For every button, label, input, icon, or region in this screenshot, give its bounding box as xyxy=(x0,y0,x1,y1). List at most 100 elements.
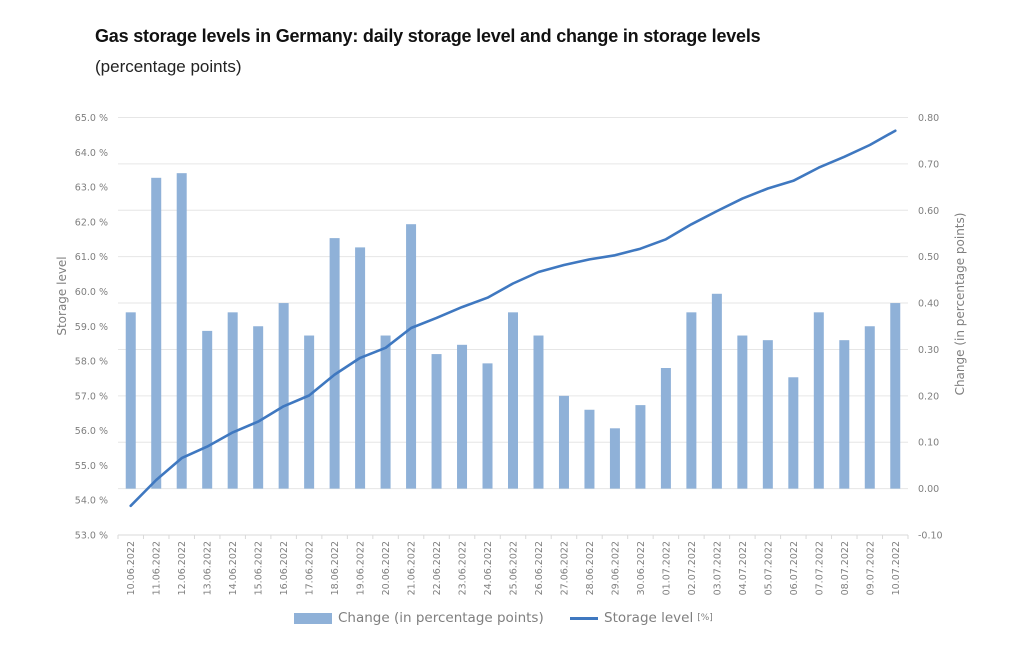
x-tick-label: 10.06.2022 xyxy=(126,541,137,595)
x-tick-label: 09.07.2022 xyxy=(865,541,876,595)
x-tick-label: 01.07.2022 xyxy=(661,541,672,595)
bar-change xyxy=(380,335,391,489)
bar-change xyxy=(482,363,493,489)
x-tick-label: 15.06.2022 xyxy=(254,541,265,595)
left-tick-label: 53.0 % xyxy=(75,531,108,542)
left-tick-label: 54.0 % xyxy=(75,496,108,507)
bar-change xyxy=(533,335,544,489)
x-tick-label: 13.06.2022 xyxy=(203,541,214,595)
bar-series xyxy=(125,173,901,489)
bar-change xyxy=(635,405,646,489)
left-tick-label: 56.0 % xyxy=(75,426,108,437)
right-tick-label: 0.80 xyxy=(918,113,939,124)
x-tick-label: 16.06.2022 xyxy=(279,541,290,595)
bar-change xyxy=(660,368,671,489)
left-tick-label: 55.0 % xyxy=(75,461,108,472)
x-tick-label: 10.07.2022 xyxy=(891,541,902,595)
bar-change xyxy=(431,354,442,489)
x-tick-label: 14.06.2022 xyxy=(228,541,239,595)
x-tick-label: 27.06.2022 xyxy=(559,541,570,595)
bar-change xyxy=(227,312,238,489)
bar-change xyxy=(813,312,824,489)
bar-change xyxy=(788,377,799,489)
bar-change xyxy=(457,344,468,489)
x-tick-label: 03.07.2022 xyxy=(712,541,723,595)
left-axis: 53.0 % 54.0 % 55.0 % 56.0 % 57.0 % 58.0 % 59.0… xyxy=(75,113,108,542)
bar-change xyxy=(304,335,315,489)
x-tick-label: 26.06.2022 xyxy=(534,541,545,595)
line-series xyxy=(129,129,897,508)
right-axis: -0.10 0.00 0.10 0.20 0.30 0.40 0.50 0.60 0.70 0.8… xyxy=(918,113,943,542)
left-tick-label: 63.0 % xyxy=(75,183,108,194)
x-tick-label: 08.07.2022 xyxy=(840,541,851,595)
x-tick-label: 28.06.2022 xyxy=(585,541,596,595)
right-tick-label: 0.00 xyxy=(918,484,939,495)
right-tick-label: 0.20 xyxy=(918,391,939,402)
bar-change xyxy=(890,303,901,489)
x-tick-label: 24.06.2022 xyxy=(483,541,494,595)
x-tick-label: 29.06.2022 xyxy=(610,541,621,595)
bar-change xyxy=(711,293,722,489)
legend-item-storage: Storage level [%] xyxy=(570,610,713,626)
x-tick-label: 04.07.2022 xyxy=(738,541,749,595)
legend-label-storage: Storage level xyxy=(604,610,694,626)
left-tick-label: 64.0 % xyxy=(75,148,108,159)
x-tick-label: 05.07.2022 xyxy=(763,541,774,595)
bar-change xyxy=(762,340,773,489)
x-tick-label: 22.06.2022 xyxy=(432,541,443,595)
x-tick-label: 19.06.2022 xyxy=(356,541,367,595)
bar-change xyxy=(508,312,518,489)
left-tick-label: 62.0 % xyxy=(75,217,108,228)
x-tick-label: 06.07.2022 xyxy=(789,541,800,595)
bar-change xyxy=(176,173,187,489)
right-tick-label: 0.30 xyxy=(918,345,939,356)
bar-change xyxy=(558,395,569,489)
bar-change xyxy=(737,335,748,489)
right-tick-label: 0.50 xyxy=(918,252,939,263)
bar-change xyxy=(406,224,417,489)
x-tick-label: 20.06.2022 xyxy=(381,541,392,595)
legend-bar-swatch xyxy=(294,612,332,624)
legend-unit: [%] xyxy=(697,613,713,623)
x-tick-label: 17.06.2022 xyxy=(305,541,316,595)
x-axis: 10.06.2022 11.06.2022 12.06.2022 13.06.2022… xyxy=(117,534,909,595)
bar-change xyxy=(278,303,289,489)
x-tick-label: 07.07.2022 xyxy=(814,541,825,595)
bar-change xyxy=(355,247,366,489)
x-tick-label: 18.06.2022 xyxy=(330,541,341,595)
left-tick-label: 60.0 % xyxy=(75,287,108,298)
bar-change xyxy=(584,409,595,489)
x-tick-label: 11.06.2022 xyxy=(152,541,163,595)
bar-change xyxy=(151,177,162,489)
x-tick-label: 30.06.2022 xyxy=(636,541,647,595)
right-axis-title: Change (in percentage points) xyxy=(953,213,967,396)
bar-change xyxy=(202,330,213,489)
bar-change xyxy=(125,312,136,489)
chart-subtitle: (percentage points) xyxy=(95,57,242,76)
gridlines xyxy=(118,117,908,536)
x-tick-label: 25.06.2022 xyxy=(509,541,520,595)
chart-title: Gas storage levels in Germany: daily sto… xyxy=(95,26,761,46)
x-tick-label: 02.07.2022 xyxy=(687,541,698,595)
right-tick-label: 0.10 xyxy=(918,438,939,449)
bar-change xyxy=(839,340,850,489)
bar-change xyxy=(609,428,620,489)
legend-line-swatch xyxy=(570,616,598,620)
left-tick-label: 57.0 % xyxy=(75,391,108,402)
left-tick-label: 58.0 % xyxy=(75,357,108,368)
right-tick-label: 0.60 xyxy=(918,206,939,217)
legend-label-change: Change (in percentage points) xyxy=(338,610,544,626)
x-tick-label: 21.06.2022 xyxy=(407,541,418,595)
x-tick-label: 23.06.2022 xyxy=(458,541,469,595)
right-tick-label: -0.10 xyxy=(918,531,943,542)
left-axis-title: Storage level xyxy=(55,256,69,335)
legend-item-change: Change (in percentage points) xyxy=(294,610,544,626)
left-tick-label: 65.0 % xyxy=(75,113,108,124)
left-tick-label: 61.0 % xyxy=(75,252,108,263)
x-tick-label: 12.06.2022 xyxy=(177,541,188,595)
bar-change xyxy=(253,326,264,489)
bar-change xyxy=(686,312,697,489)
bar-change xyxy=(864,326,875,489)
left-tick-label: 59.0 % xyxy=(75,322,108,333)
